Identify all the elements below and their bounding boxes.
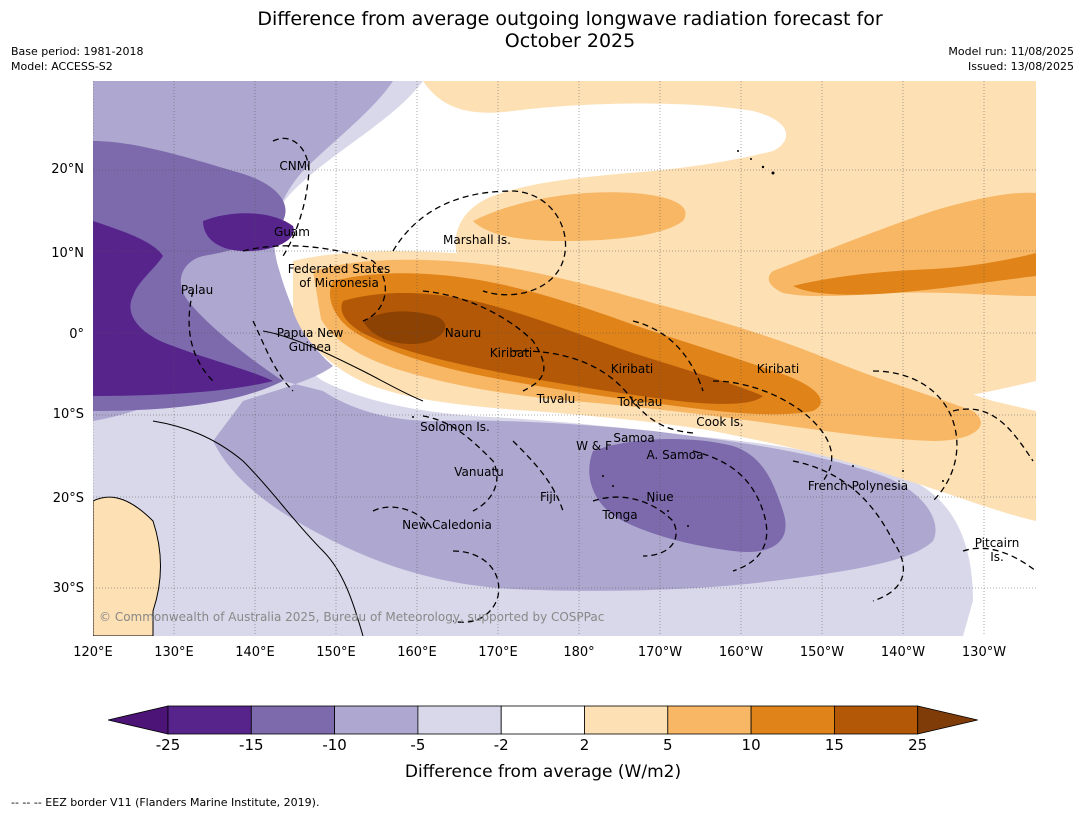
- eez-footnote: -- -- -- EEZ border V11 (Flanders Marine…: [11, 796, 320, 809]
- colorbar-tick-label: -15: [239, 736, 264, 754]
- lon-tick-label: 140°W: [880, 645, 926, 660]
- colorbar-label: Difference from average (W/m2): [404, 762, 682, 782]
- base-period: Base period: 1981-2018: [11, 45, 144, 58]
- colorbar-tick-label: -5: [410, 736, 426, 754]
- lat-tick-label: 20°N: [51, 162, 84, 177]
- region-label: Solomon Is.: [420, 420, 490, 434]
- colorbar-extend-max: [917, 705, 978, 735]
- colorbar-segment: [250, 705, 336, 735]
- new-guinea-coast: [262, 330, 424, 402]
- lon-tick-label: 150°W: [799, 645, 845, 660]
- colorbar-tick-label: 25: [908, 736, 928, 754]
- colorbar-tick-label: 15: [824, 736, 844, 754]
- anomaly-positive-moderate-ne: [473, 192, 686, 241]
- model-run: Model run: 11/08/2025: [948, 45, 1074, 58]
- region-label: Federated States of Micronesia: [287, 262, 391, 290]
- colorbar-tick-label: 2: [579, 736, 590, 754]
- meta-left: Base period: 1981-2018 Model: ACCESS-S2: [11, 44, 143, 74]
- australia-coast: [93, 496, 161, 636]
- region-label: New Caledonia: [402, 518, 492, 532]
- colorbar-segment: [584, 705, 669, 735]
- anomaly-positive-peak: [363, 311, 446, 345]
- forecast-map: © Commonwealth of Australia 2025, Bureau…: [93, 81, 1036, 636]
- lat-tick-label: 10°N: [51, 246, 84, 261]
- region-label: Papua New Guinea: [276, 326, 344, 354]
- island-dots: [412, 150, 944, 527]
- colorbar-tick-label: -25: [155, 736, 181, 754]
- title-line-2: October 2025: [504, 30, 636, 52]
- region-label: CNMI: [279, 159, 311, 173]
- region-label: Pitcairn Is.: [974, 536, 1020, 564]
- anomaly-positive-strong-ne: [793, 253, 1036, 295]
- colorbar: [108, 705, 978, 735]
- copyright-notice: © Commonwealth of Australia 2025, Bureau…: [99, 610, 605, 624]
- lon-tick-label: 130°E: [154, 645, 194, 660]
- region-label: Tokelau: [617, 395, 663, 409]
- region-label: Samoa: [613, 431, 655, 445]
- map-canvas: [93, 81, 1036, 636]
- region-label: Guam: [274, 225, 310, 239]
- colorbar-segment: [667, 705, 752, 735]
- colorbar-segment: [500, 705, 585, 735]
- region-label: A. Samoa: [646, 448, 704, 462]
- region-label: Kiribati: [756, 362, 800, 376]
- lon-tick-label: 120°E: [73, 645, 113, 660]
- lon-tick-label: 170°E: [478, 645, 518, 660]
- anomaly-negative-deepest: [93, 221, 273, 396]
- lat-tick-label: 30°S: [52, 581, 84, 596]
- region-label: French Polynesia: [807, 479, 909, 493]
- region-label: Kiribati: [489, 346, 533, 360]
- anomaly-negative-deepest-2: [203, 213, 294, 252]
- colorbar-tick-label: -2: [493, 736, 509, 754]
- anomaly-negative-strong-south: [589, 439, 786, 552]
- region-label: Palau: [180, 283, 214, 297]
- title-line-1: Difference from average outgoing longwav…: [257, 8, 883, 30]
- region-label: Marshall Is.: [443, 233, 511, 247]
- colorbar-segment: [167, 705, 252, 735]
- lon-tick-label: 170°W: [637, 645, 683, 660]
- lon-tick-label: 160°E: [397, 645, 437, 660]
- lon-tick-label: 130°W: [961, 645, 1007, 660]
- graticule: [93, 81, 1036, 636]
- colorbar-segment: [334, 705, 419, 735]
- region-label: Cook Is.: [696, 415, 744, 429]
- chart-title: Difference from average outgoing longwav…: [120, 8, 1020, 52]
- colorbar-segment: [834, 705, 919, 735]
- eez-borders: [188, 137, 1036, 623]
- lon-tick-label: 150°E: [316, 645, 356, 660]
- colorbar-tick-label: 10: [741, 736, 761, 754]
- region-label: Kiribati: [610, 362, 654, 376]
- colorbar-extend-min: [108, 705, 169, 735]
- region-label: Niue: [646, 490, 674, 504]
- lat-tick-label: 10°S: [52, 407, 84, 422]
- lat-tick-label: 0°: [69, 327, 84, 342]
- region-label: Tuvalu: [536, 392, 576, 406]
- colorbar-segment: [750, 705, 835, 735]
- region-label: Nauru: [444, 326, 482, 340]
- issued-date: Issued: 13/08/2025: [967, 60, 1074, 73]
- region-label: Fiji: [539, 490, 557, 504]
- colorbar-tick-label: -10: [322, 736, 347, 754]
- lat-tick-label: 20°S: [52, 491, 84, 506]
- lon-tick-label: 140°E: [235, 645, 275, 660]
- anomaly-positive-strongest: [341, 292, 763, 404]
- colorbar-segment: [417, 705, 502, 735]
- model-name: Model: ACCESS-S2: [11, 60, 113, 73]
- region-label: Vanuatu: [454, 465, 504, 479]
- meta-right: Model run: 11/08/2025 Issued: 13/08/2025: [948, 44, 1074, 74]
- east-australia-coast: [152, 420, 364, 636]
- region-label: Tonga: [602, 508, 638, 522]
- colorbar-tick-label: 5: [663, 736, 673, 754]
- region-label: W & F: [576, 439, 612, 453]
- lon-tick-label: 160°W: [718, 645, 764, 660]
- lon-tick-label: 180°: [563, 645, 595, 660]
